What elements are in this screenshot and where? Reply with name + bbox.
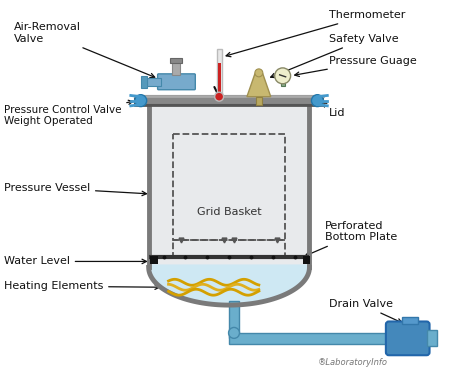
Bar	[173, 239, 285, 257]
FancyBboxPatch shape	[386, 322, 429, 355]
Text: Pressure Control Valve
Weight Operated: Pressure Control Valve Weight Operated	[4, 100, 133, 126]
Text: Grid Basket: Grid Basket	[197, 207, 261, 217]
Bar	[171, 58, 182, 63]
FancyBboxPatch shape	[157, 74, 195, 90]
Polygon shape	[247, 74, 271, 97]
Bar	[173, 134, 285, 239]
Bar	[141, 76, 146, 88]
Bar	[135, 96, 323, 104]
Circle shape	[228, 327, 239, 338]
Circle shape	[275, 68, 291, 84]
Text: ®LaboratoryInfo: ®LaboratoryInfo	[318, 358, 387, 367]
Bar	[302, 257, 310, 264]
Polygon shape	[149, 264, 310, 305]
Bar	[228, 333, 399, 344]
Text: Safety Valve: Safety Valve	[271, 34, 399, 78]
Text: Thermometer: Thermometer	[226, 10, 406, 57]
Bar	[427, 330, 437, 346]
Bar	[402, 317, 418, 325]
Bar	[146, 78, 161, 86]
Text: Lid: Lid	[322, 103, 346, 117]
Text: Perforated
Bottom Plate: Perforated Bottom Plate	[305, 221, 398, 256]
Circle shape	[255, 69, 263, 77]
Bar	[281, 76, 285, 86]
Text: Pressure Guage: Pressure Guage	[295, 56, 417, 76]
Polygon shape	[149, 104, 310, 305]
Circle shape	[311, 95, 323, 107]
Text: Water Level: Water Level	[4, 257, 146, 266]
Text: Pressure Vessel: Pressure Vessel	[4, 183, 146, 196]
Circle shape	[215, 92, 224, 101]
Bar	[150, 257, 157, 264]
Bar	[256, 97, 262, 104]
Bar	[218, 63, 220, 94]
Bar	[217, 49, 222, 94]
Text: Heating Elements: Heating Elements	[4, 281, 159, 291]
Text: Air-Removal
Valve: Air-Removal Valve	[14, 22, 155, 78]
Circle shape	[135, 95, 146, 107]
Bar	[173, 62, 181, 75]
Text: Drain Valve: Drain Valve	[329, 299, 402, 323]
Bar	[228, 301, 239, 338]
